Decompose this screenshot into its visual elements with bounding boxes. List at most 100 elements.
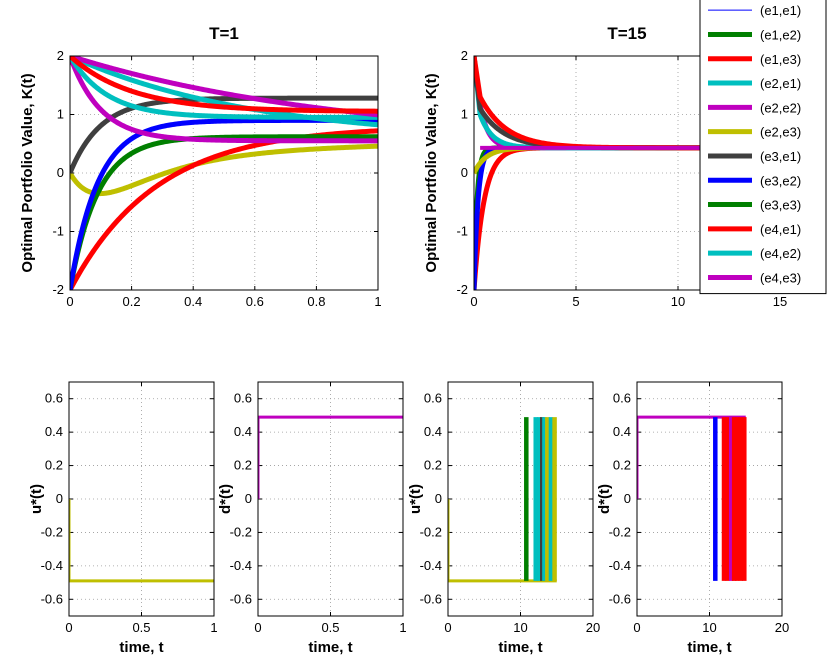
y-tick-label: 0.4 (613, 424, 631, 439)
y-tick-label: 0.6 (45, 391, 63, 406)
x-tick-label: 20 (586, 620, 600, 635)
series-e4-e2 (70, 56, 378, 120)
y-tick-label: 0 (57, 165, 64, 180)
x-tick-label: 0.5 (321, 620, 339, 635)
legend-label-8: (e3,e3) (760, 198, 801, 213)
y-axis-label: u*(t) (28, 484, 45, 514)
x-tick-label: 0.2 (123, 294, 141, 309)
series-control (69, 499, 214, 583)
series-group (448, 417, 557, 583)
y-tick-label: -0.2 (420, 524, 442, 539)
x-tick-label: 0 (254, 620, 261, 635)
x-axis-label: time, t (687, 639, 731, 656)
x-tick-label: 0 (65, 620, 72, 635)
y-tick-label: -0.2 (41, 524, 63, 539)
y-axis-label: Optimal Portfolio Value, K(t) (19, 73, 36, 272)
x-tick-label: 1 (374, 294, 381, 309)
y-axis-label: d*(t) (596, 484, 613, 514)
x-tick-label: 10 (702, 620, 716, 635)
y-tick-label: -0.6 (609, 591, 631, 606)
y-tick-label: -0.6 (41, 591, 63, 606)
legend-label-6: (e3,e1) (760, 149, 801, 164)
series-control (258, 415, 403, 499)
x-tick-label: 10 (513, 620, 527, 635)
legend-label-0: (e1,e1) (760, 3, 801, 18)
y-tick-label: 0.2 (234, 458, 252, 473)
legend-label-7: (e3,e2) (760, 173, 801, 188)
series-e2-e2 (70, 56, 378, 144)
plot-title: T=1 (209, 24, 239, 43)
x-tick-label: 10 (671, 294, 685, 309)
x-tick-label: 0.4 (184, 294, 202, 309)
legend-label-11: (e4,e3) (760, 270, 801, 285)
y-tick-label: -0.4 (420, 558, 442, 573)
y-tick-label: 2 (461, 48, 468, 63)
y-tick-label: 0 (56, 491, 63, 506)
legend-label-10: (e4,e2) (760, 246, 801, 261)
x-tick-label: 0.5 (132, 620, 150, 635)
y-tick-label: 0 (435, 491, 442, 506)
y-tick-label: -0.6 (230, 591, 252, 606)
series-group (258, 415, 403, 499)
y-tick-label: 1 (57, 107, 64, 122)
series-e4-e1 (70, 56, 378, 114)
x-tick-label: 0 (66, 294, 73, 309)
legend-label-4: (e2,e2) (760, 100, 801, 115)
y-tick-label: 0.6 (613, 391, 631, 406)
x-tick-label: 0.8 (307, 294, 325, 309)
y-tick-label: 0.4 (45, 424, 63, 439)
legend-label-5: (e2,e3) (760, 125, 801, 140)
y-tick-label: 1 (461, 107, 468, 122)
series-group (474, 56, 780, 290)
x-tick-label: 5 (572, 294, 579, 309)
x-tick-label: 0 (470, 294, 477, 309)
y-tick-label: 0.2 (424, 458, 442, 473)
y-axis-label: u*(t) (407, 484, 424, 514)
x-axis-label: time, t (308, 639, 352, 656)
axes-frame (257, 381, 404, 617)
x-tick-label: 15 (773, 294, 787, 309)
y-axis-label: d*(t) (217, 484, 234, 514)
x-axis-label: time, t (498, 639, 542, 656)
series-e4-e3 (70, 56, 378, 118)
y-tick-label: 0 (624, 491, 631, 506)
y-tick-label: -2 (456, 282, 468, 297)
y-tick-label: -2 (52, 282, 64, 297)
x-tick-label: 0.6 (246, 294, 264, 309)
y-tick-label: -1 (456, 224, 468, 239)
plot-title: T=15 (607, 24, 646, 43)
x-tick-label: 20 (775, 620, 789, 635)
series-group (69, 499, 214, 583)
x-tick-label: 1 (399, 620, 406, 635)
series-base-control (637, 415, 746, 499)
axes-frame (69, 55, 379, 291)
y-tick-label: 0.6 (234, 391, 252, 406)
y-tick-label: 0.4 (234, 424, 252, 439)
series-group (637, 415, 747, 581)
plot-d-t15: 0 10 20 -0.6 -0.4 -0.2 0 0.2 0.4 0.6 time, t d*(t) (596, 381, 789, 656)
plot-u-t15: 0 10 20 -0.6 -0.4 -0.2 0 0.2 0.4 0.6 time, t u*(t) (407, 381, 600, 656)
y-tick-label: 0.6 (424, 391, 442, 406)
y-axis-label: Optimal Portfolio Value, K(t) (423, 73, 440, 272)
x-tick-label: 0 (444, 620, 451, 635)
y-tick-label: -0.4 (41, 558, 63, 573)
y-tick-label: 2 (57, 48, 64, 63)
y-tick-label: -1 (52, 224, 64, 239)
series-group (70, 56, 378, 290)
y-tick-label: -0.2 (609, 524, 631, 539)
plot-k-t1: 0 0.2 0.4 0.6 0.8 1 -2 -1 0 1 2 T=1 Optimal Portfoli… (19, 24, 382, 309)
legend-box (699, 0, 827, 295)
legend-label-2: (e1,e3) (760, 52, 801, 67)
legend-label-3: (e2,e1) (760, 76, 801, 91)
y-tick-label: 0.2 (613, 458, 631, 473)
axes-frame (447, 381, 594, 617)
y-tick-label: 0.4 (424, 424, 442, 439)
axes-frame (68, 381, 215, 617)
y-tick-label: -0.6 (420, 591, 442, 606)
legend-label-9: (e4,e1) (760, 222, 801, 237)
plot-d-t1: 0 0.5 1 -0.6 -0.4 -0.2 0 0.2 0.4 0.6 time, t d*(t) (217, 381, 407, 656)
y-tick-label: 0 (245, 491, 252, 506)
x-axis-label: time, t (119, 639, 163, 656)
y-tick-label: -0.4 (609, 558, 631, 573)
